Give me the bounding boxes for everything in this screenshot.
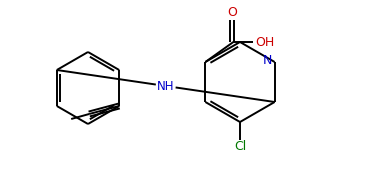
Text: O: O (228, 7, 237, 20)
Text: N: N (263, 55, 272, 68)
Text: OH: OH (256, 36, 275, 49)
Text: Cl: Cl (234, 140, 246, 153)
Text: NH: NH (157, 80, 175, 93)
